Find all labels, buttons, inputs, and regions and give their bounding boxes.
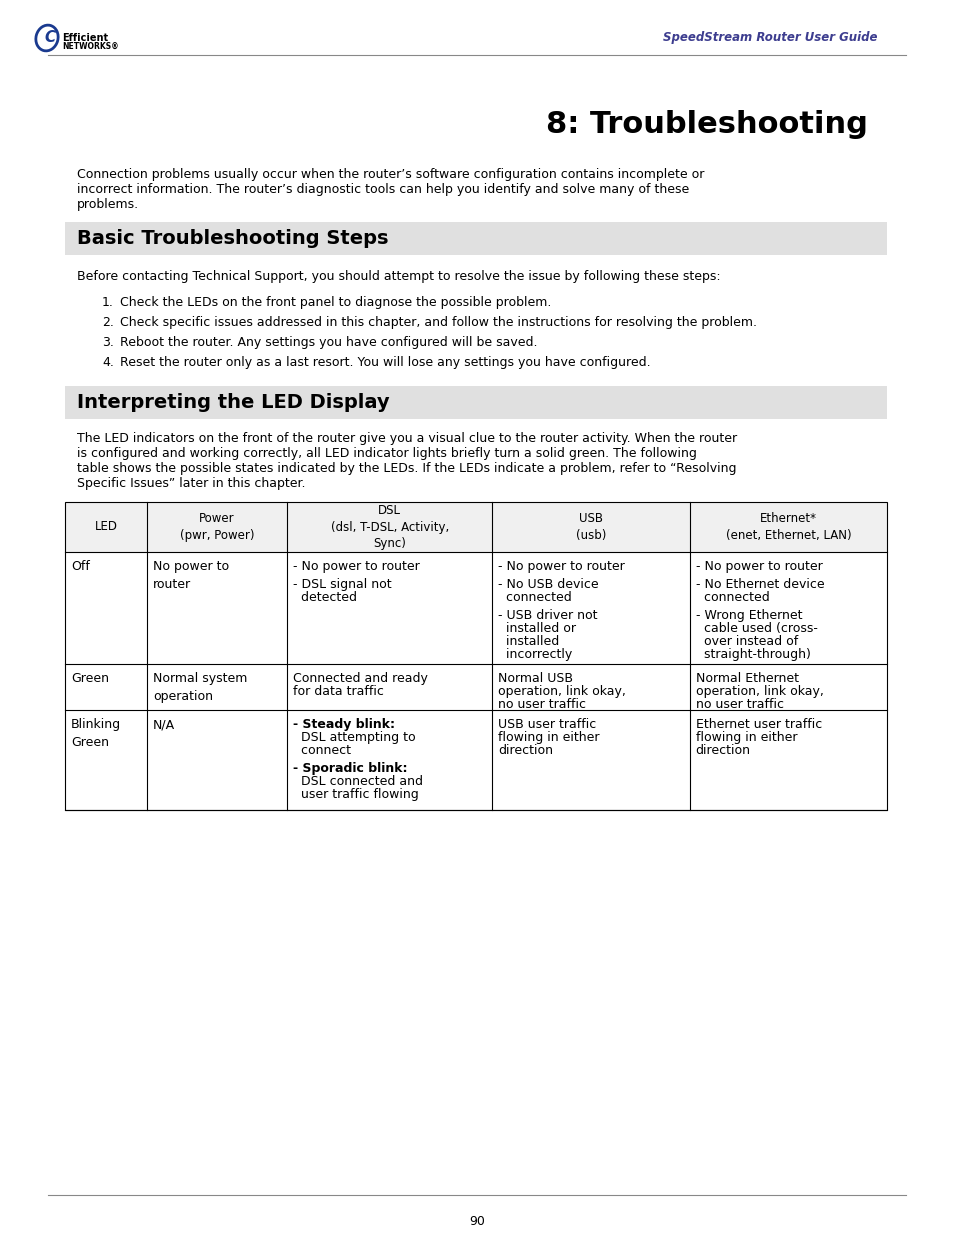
Text: cable used (cross-: cable used (cross- — [695, 622, 817, 635]
Text: straight-through): straight-through) — [695, 648, 810, 661]
Text: Before contacting Technical Support, you should attempt to resolve the issue by : Before contacting Technical Support, you… — [77, 270, 720, 283]
Text: over instead of: over instead of — [695, 635, 797, 648]
Text: - No Ethernet device: - No Ethernet device — [695, 578, 823, 592]
Text: - USB driver not: - USB driver not — [497, 609, 598, 622]
Text: LED: LED — [94, 520, 117, 534]
Text: Normal USB: Normal USB — [497, 672, 573, 685]
Text: 90: 90 — [469, 1215, 484, 1228]
Text: installed: installed — [497, 635, 559, 648]
Text: Check the LEDs on the front panel to diagnose the possible problem.: Check the LEDs on the front panel to dia… — [120, 296, 551, 309]
Text: direction: direction — [497, 743, 553, 757]
Text: No power to
router: No power to router — [153, 559, 229, 592]
Text: Off: Off — [71, 559, 90, 573]
Text: connect: connect — [293, 743, 351, 757]
Text: DSL attempting to: DSL attempting to — [293, 731, 416, 743]
Text: - Wrong Ethernet: - Wrong Ethernet — [695, 609, 801, 622]
Text: Normal Ethernet: Normal Ethernet — [695, 672, 798, 685]
Text: - No power to router: - No power to router — [293, 559, 419, 573]
Text: incorrectly: incorrectly — [497, 648, 572, 661]
Text: - No USB device: - No USB device — [497, 578, 598, 592]
Text: installed or: installed or — [497, 622, 576, 635]
Text: operation, link okay,: operation, link okay, — [695, 685, 822, 698]
Text: USB
(usb): USB (usb) — [576, 513, 606, 542]
Text: problems.: problems. — [77, 198, 139, 211]
Text: N/A: N/A — [153, 718, 175, 731]
Text: connected: connected — [695, 592, 769, 604]
Text: The LED indicators on the front of the router give you a visual clue to the rout: The LED indicators on the front of the r… — [77, 432, 737, 445]
Text: Ethernet user traffic: Ethernet user traffic — [695, 718, 821, 731]
Text: NETWORKS®: NETWORKS® — [62, 42, 118, 51]
Text: detected: detected — [293, 592, 356, 604]
Text: flowing in either: flowing in either — [497, 731, 599, 743]
Text: Connection problems usually occur when the router’s software configuration conta: Connection problems usually occur when t… — [77, 168, 703, 182]
Text: operation, link okay,: operation, link okay, — [497, 685, 626, 698]
Text: DSL connected and: DSL connected and — [293, 776, 422, 788]
Text: - No power to router: - No power to router — [497, 559, 624, 573]
Text: Normal system
operation: Normal system operation — [153, 672, 248, 703]
Text: - Sporadic blink:: - Sporadic blink: — [293, 762, 407, 776]
Text: 3.: 3. — [102, 336, 113, 350]
Text: Basic Troubleshooting Steps: Basic Troubleshooting Steps — [77, 228, 388, 248]
Text: SpeedStream Router User Guide: SpeedStream Router User Guide — [662, 32, 877, 44]
Text: Interpreting the LED Display: Interpreting the LED Display — [77, 393, 389, 412]
Text: - DSL signal not: - DSL signal not — [293, 578, 391, 592]
Text: no user traffic: no user traffic — [695, 698, 783, 711]
Text: connected: connected — [497, 592, 572, 604]
Text: 8: Troubleshooting: 8: Troubleshooting — [545, 110, 867, 140]
Text: Green: Green — [71, 672, 109, 685]
Text: Blinking
Green: Blinking Green — [71, 718, 121, 748]
Text: flowing in either: flowing in either — [695, 731, 797, 743]
Text: 1.: 1. — [102, 296, 113, 309]
Text: Ethernet*
(enet, Ethernet, LAN): Ethernet* (enet, Ethernet, LAN) — [725, 513, 850, 542]
Text: table shows the possible states indicated by the LEDs. If the LEDs indicate a pr: table shows the possible states indicate… — [77, 462, 736, 475]
Text: 2.: 2. — [102, 316, 113, 329]
Text: - No power to router: - No power to router — [695, 559, 821, 573]
Text: incorrect information. The router’s diagnostic tools can help you identify and s: incorrect information. The router’s diag… — [77, 183, 688, 196]
Bar — [65, 501, 886, 552]
Text: DSL
(dsl, T-DSL, Activity,
Sync): DSL (dsl, T-DSL, Activity, Sync) — [331, 504, 448, 550]
Text: USB user traffic: USB user traffic — [497, 718, 596, 731]
Text: is configured and working correctly, all LED indicator lights briefly turn a sol: is configured and working correctly, all… — [77, 447, 696, 459]
Bar — [65, 387, 886, 419]
Text: Reboot the router. Any settings you have configured will be saved.: Reboot the router. Any settings you have… — [120, 336, 537, 350]
Text: user traffic flowing: user traffic flowing — [293, 788, 418, 802]
Text: 4.: 4. — [102, 356, 113, 369]
Text: C: C — [44, 31, 55, 46]
Text: Efficient: Efficient — [62, 33, 108, 43]
Text: direction: direction — [695, 743, 750, 757]
Text: Connected and ready: Connected and ready — [293, 672, 427, 685]
Text: for data traffic: for data traffic — [293, 685, 383, 698]
Bar — [65, 222, 886, 254]
Text: Check specific issues addressed in this chapter, and follow the instructions for: Check specific issues addressed in this … — [120, 316, 757, 329]
Text: Power
(pwr, Power): Power (pwr, Power) — [179, 513, 254, 542]
Text: - Steady blink:: - Steady blink: — [293, 718, 395, 731]
Text: Specific Issues” later in this chapter.: Specific Issues” later in this chapter. — [77, 477, 305, 490]
Bar — [65, 501, 886, 810]
Text: no user traffic: no user traffic — [497, 698, 586, 711]
Text: Reset the router only as a last resort. You will lose any settings you have conf: Reset the router only as a last resort. … — [120, 356, 650, 369]
